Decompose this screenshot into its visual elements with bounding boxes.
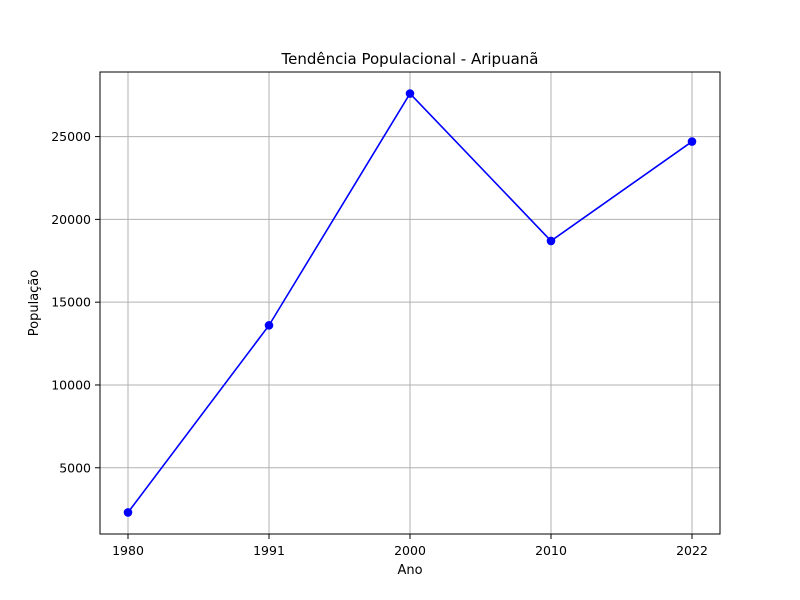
series-layer — [123, 89, 697, 517]
data-point — [546, 236, 556, 246]
x-tick-label: 1980 — [112, 543, 144, 558]
x-axis-label: Ano — [397, 563, 422, 578]
x-tick-label: 2000 — [394, 543, 426, 558]
y-tick-label: 5000 — [59, 460, 91, 475]
data-point — [405, 89, 415, 98]
data-point — [687, 137, 697, 146]
data-point — [264, 321, 274, 330]
y-tick-label: 10000 — [51, 377, 91, 392]
x-tick-label: 2022 — [676, 543, 708, 558]
data-point — [123, 508, 133, 517]
y-tick-label: 20000 — [51, 212, 91, 227]
y-axis-label: População — [27, 270, 42, 337]
axis-ticks: 1980 1991 2000 2010 2022 5000 10000 15000 20000 2… — [51, 129, 708, 558]
x-tick-label: 1991 — [253, 543, 285, 558]
grid-lines — [100, 72, 720, 534]
chart-title: Tendência Populacional - Aripuanã — [281, 50, 539, 68]
y-tick-label: 15000 — [51, 295, 91, 310]
y-tick-label: 25000 — [51, 129, 91, 144]
x-tick-label: 2010 — [535, 543, 567, 558]
